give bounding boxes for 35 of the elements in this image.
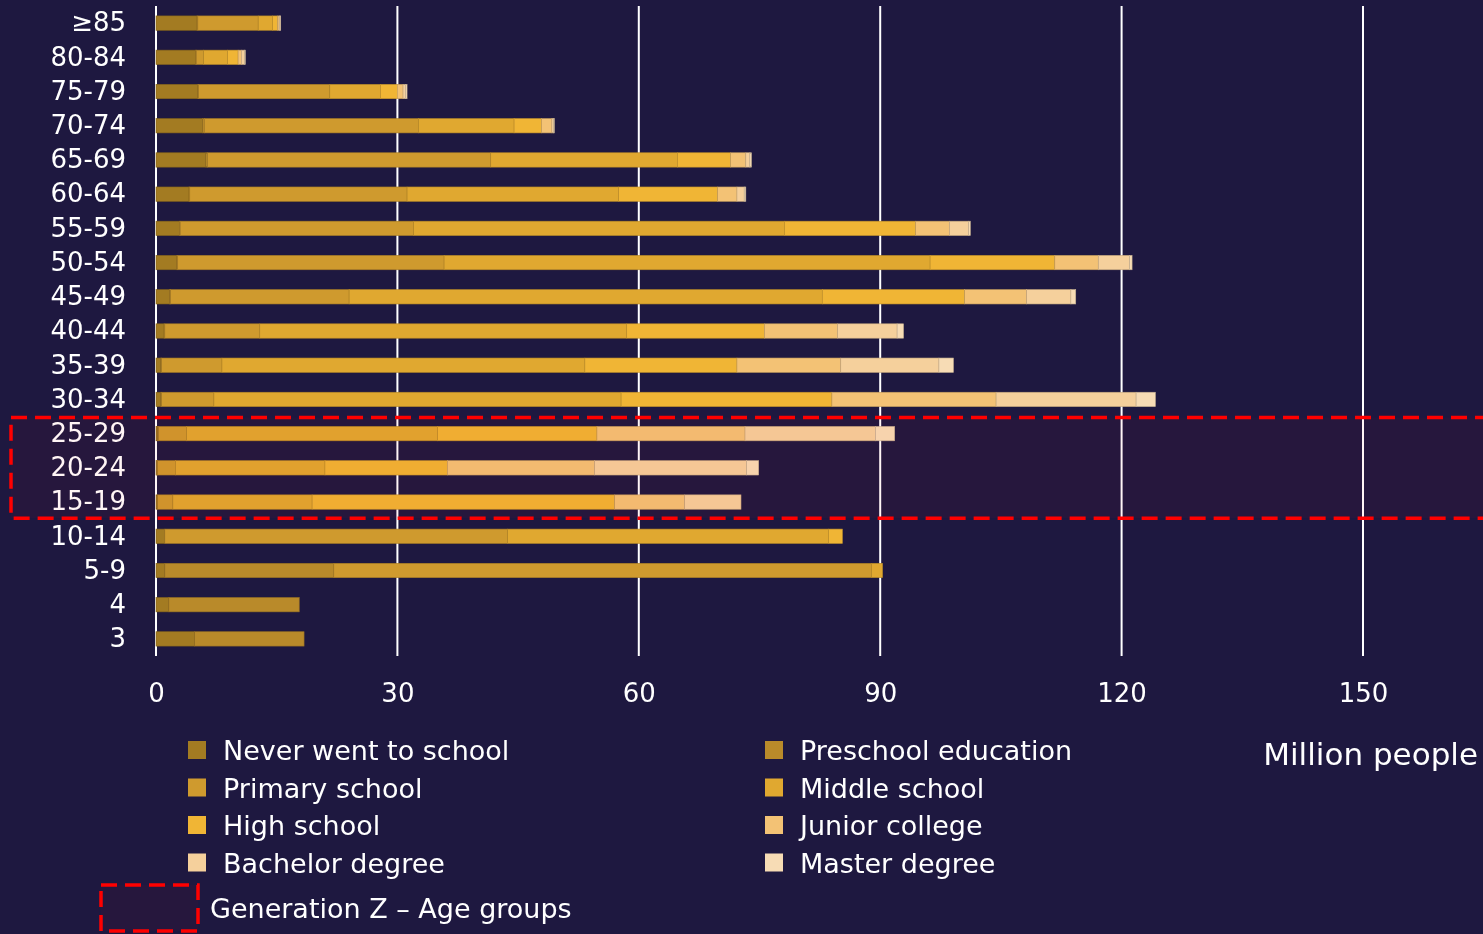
y-tick-label: 70-74 — [50, 110, 126, 141]
x-tick-label: 120 — [1097, 678, 1147, 709]
legend-label: Master degree — [800, 847, 996, 879]
legend-label: Never went to school — [223, 735, 510, 766]
y-tick-label: 80-84 — [50, 41, 126, 72]
y-tick-label: 65-69 — [50, 144, 126, 175]
y-tick-label: 15-19 — [50, 486, 126, 517]
y-tick-label: 3 — [109, 623, 126, 654]
y-tick-label: 55-59 — [50, 212, 126, 243]
y-tick-label: 5-9 — [83, 554, 126, 585]
y-tick-label: 75-79 — [50, 75, 126, 106]
legend-label: Generation Z – Age groups — [210, 893, 572, 924]
y-tick-label: 50-54 — [50, 246, 126, 277]
legend-label: Bachelor degree — [223, 847, 445, 879]
y-tick-label: 25-29 — [50, 417, 126, 448]
x-tick-label: 30 — [381, 678, 415, 709]
y-tick-label: 20-24 — [50, 452, 126, 483]
legend-label: Preschool education — [800, 735, 1073, 766]
y-tick-label: 60-64 — [50, 178, 126, 209]
y-tick-label: 35-39 — [50, 349, 126, 380]
x-tick-label: 0 — [148, 678, 165, 709]
y-tick-label: 45-49 — [50, 281, 126, 312]
y-tick-label: 4 — [109, 589, 126, 619]
x-axis-title: Million people — [1263, 736, 1478, 772]
y-tick-label: ≥85 — [71, 7, 126, 38]
y-tick-label: 10-14 — [50, 520, 126, 551]
x-tick-label: 90 — [864, 678, 898, 709]
legend-label: Primary school — [223, 772, 423, 804]
y-tick-label: 40-44 — [50, 315, 126, 346]
legend-label: Middle school — [800, 772, 985, 804]
x-tick-label: 150 — [1338, 678, 1389, 709]
x-tick-label: 60 — [622, 678, 656, 709]
legend-label: Junior college — [798, 810, 983, 841]
y-tick-label: 30-34 — [50, 383, 126, 414]
legend-label: High school — [223, 810, 381, 841]
